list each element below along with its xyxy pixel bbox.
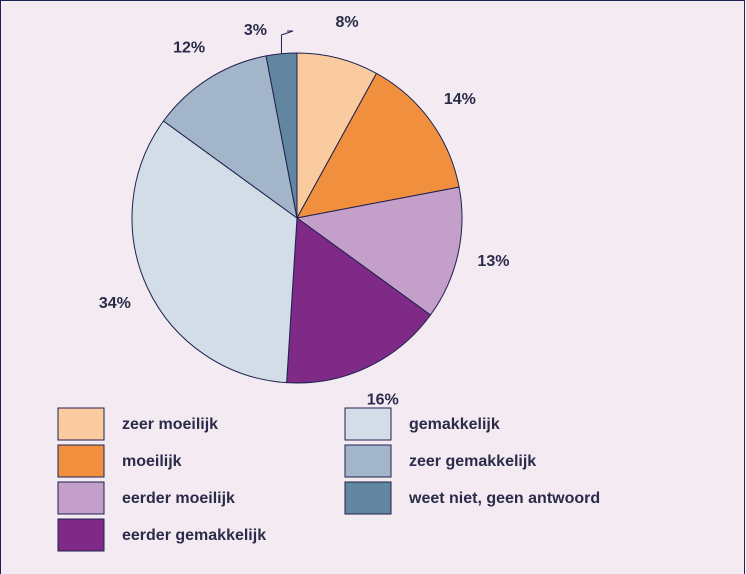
data-label: 3% bbox=[244, 22, 267, 39]
legend-swatch bbox=[57, 481, 105, 515]
leader-line bbox=[280, 30, 294, 54]
legend-label: zeer gemakkelijk bbox=[409, 453, 536, 470]
pie-slice bbox=[162, 55, 298, 220]
pie-slice bbox=[296, 72, 460, 219]
legend-label: eerder gemakkelijk bbox=[122, 527, 266, 544]
data-label: 12% bbox=[173, 39, 205, 56]
legend-label: moeilijk bbox=[122, 453, 182, 470]
data-label: 34% bbox=[99, 295, 131, 312]
legend-label: eerder moeilijk bbox=[122, 490, 235, 507]
legend-swatch bbox=[57, 407, 105, 441]
legend-swatch bbox=[344, 444, 392, 478]
legend-label: zeer moeilijk bbox=[122, 416, 218, 433]
data-label: 14% bbox=[444, 91, 476, 108]
data-label: 13% bbox=[477, 253, 509, 270]
legend-swatch bbox=[344, 407, 392, 441]
legend-swatch bbox=[344, 481, 392, 515]
legend-swatch bbox=[57, 518, 105, 552]
legend-swatch bbox=[57, 444, 105, 478]
pie-slice bbox=[131, 120, 298, 384]
legend-label: weet niet, geen antwoord bbox=[408, 490, 600, 507]
data-label: 8% bbox=[335, 14, 358, 31]
data-label: 16% bbox=[367, 391, 399, 408]
legend-label: gemakkelijk bbox=[409, 416, 500, 433]
pie-slice bbox=[286, 217, 432, 384]
pie-slice bbox=[295, 186, 463, 316]
